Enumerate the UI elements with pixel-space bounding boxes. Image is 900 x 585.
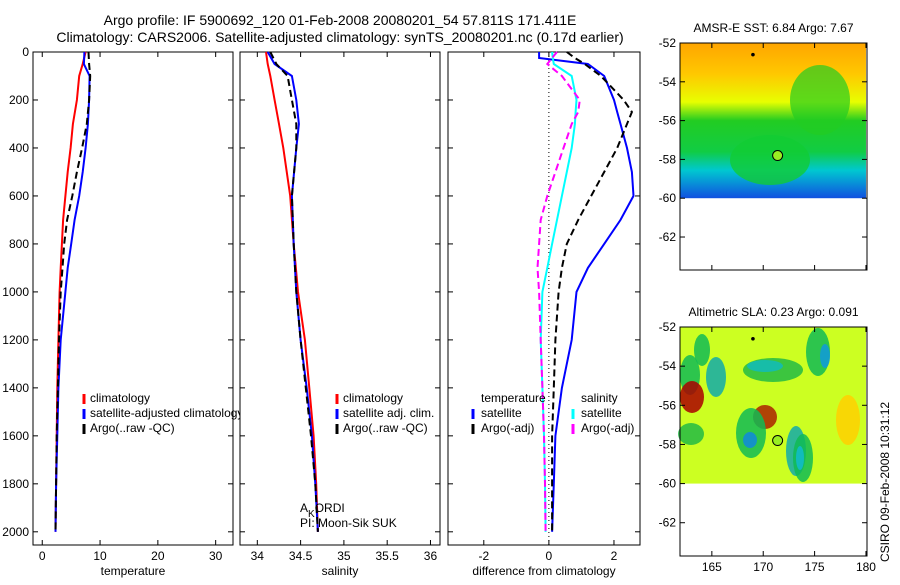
sla-anomaly-blob [836,395,860,445]
y-tick-label: 0 [22,45,29,59]
sla-anomaly-blob [680,381,704,413]
y-tick-label: 1600 [2,429,29,443]
legend-label: satellite [481,406,522,420]
plots-group: 0 10 20 30020040060080010001200140016001800… [2,21,876,578]
y-tick-label: 1400 [2,381,29,395]
map-frame [679,42,868,271]
y-tick-label: -56 [659,114,677,128]
legend-label: climatology [343,391,403,405]
sla-map-panel: Altimetric SLA: 0.23 Argo: 0.091 165 170 17… [659,305,877,574]
argo-location-marker [772,435,784,447]
legend-heading-temperature: temperature [481,391,546,405]
series-line-satellite-adj-clim- [266,51,319,532]
legend-label: Argo(-adj) [481,421,534,435]
sla-anomaly-blob [820,344,830,368]
y-tick-label: 200 [9,93,29,107]
legend-label: satellite adj. clim. [343,406,434,420]
x-tick-label: 2 [611,549,618,563]
profile-panel-2: 34 34.5 35 35.5 36 salinity climatologysatelli… [239,51,441,578]
title-line-2: Climatology: CARS2006. Satellite-adjuste… [56,29,623,45]
argo-location-marker [772,150,784,162]
series-line-argo-raw-qc- [54,51,92,532]
legend-heading-salinity: salinity [581,391,618,405]
pi-label: PI: Moon-Sik SUK [300,516,397,530]
x-tick-label: 0 [546,549,553,563]
y-tick-label: 1000 [2,285,29,299]
plot-frame [32,51,234,546]
credit-label: CSIRO 09-Feb-2008 10:31:12 [878,402,892,562]
legend-label: Argo(..raw -QC) [343,421,428,435]
y-tick-label: -58 [659,152,677,166]
legend-label: satellite [581,406,622,420]
series-line-argo-raw-qc- [269,51,319,532]
sst-map-panel: AMSR-E SST: 6.84 Argo: 7.67 -52 -54 -56 -58 -… [659,21,868,271]
y-tick-label: -56 [659,398,677,412]
legend-label: Argo(..raw -QC) [90,421,175,435]
sla-anomaly-blob [694,334,710,366]
plot-frame [239,51,441,546]
y-tick-label: 600 [9,189,29,203]
map-title: Altimetric SLA: 0.23 Argo: 0.091 [688,305,858,319]
series-line-salinity-satellite [539,51,578,532]
x-tick-label: 34.5 [289,549,313,563]
y-tick-label: -58 [659,437,677,451]
x-tick-label: -2 [478,549,489,563]
sla-anomaly-blob [706,357,726,397]
x-tick-label: 35 [337,549,351,563]
title-line-1: Argo profile: IF 5900692_120 01-Feb-2008… [104,12,577,28]
y-tick-label: 1800 [2,477,29,491]
profile-panel-1: 0 10 20 30 0 200 400 600 800 1000 1200 1400 1600 1800… [2,45,243,578]
agency-label: AKORDI [300,501,345,520]
legend-label: climatology [90,391,150,405]
x-axis-label: temperature [101,564,166,578]
y-tick-label: 1200 [2,333,29,347]
x-tick-label: 175 [805,560,825,574]
sla-field [680,327,866,484]
x-tick-label: 10 [93,549,107,563]
x-tick-label: 35.5 [376,549,400,563]
map-title: AMSR-E SST: 6.84 Argo: 7.67 [693,21,853,35]
sla-anomaly-blob [796,446,804,470]
sla-anomaly-blob [747,360,783,372]
sst-green-patch [790,65,850,135]
x-tick-label: 0 [39,549,46,563]
x-tick-label: 20 [151,549,165,563]
legend-label: Argo(-adj) [581,421,634,435]
series-line-temperature-argo-adj- [551,51,634,532]
agency-rest: ORDI [315,501,345,515]
legend-label: satellite-adjusted climatology [90,406,243,420]
agency-main: A [300,501,308,515]
x-axis-label: difference from climatology [472,564,615,578]
x-tick-label: 180 [856,560,876,574]
previous-location-marker [751,336,755,341]
y-tick-label: -54 [659,359,677,373]
sla-anomaly-blob [678,423,704,445]
y-tick-label: -52 [659,320,677,334]
y-tick-label: 400 [9,141,29,155]
x-tick-label: 30 [209,549,223,563]
y-tick-label: -62 [659,230,677,244]
series-line-salinity-argo-adj- [536,51,581,532]
previous-location-marker [751,52,755,57]
x-tick-label: 170 [753,560,773,574]
y-tick-label: -52 [659,36,677,50]
y-tick-label: -60 [659,191,677,205]
sst-warm-tongue [730,135,810,185]
y-tick-label: -62 [659,516,677,530]
map-frame [679,326,868,557]
y-tick-label: 2000 [2,525,29,539]
y-tick-label: -60 [659,477,677,491]
series-line-temperature-satellite [538,52,635,532]
agency-sub: K [308,509,315,520]
x-tick-label: 34 [251,549,265,563]
y-tick-label: -54 [659,75,677,89]
y-tick-label: 800 [9,237,29,251]
x-tick-label: 165 [702,560,722,574]
x-tick-label: 36 [424,549,438,563]
x-axis-label: salinity [322,564,359,578]
sla-anomaly-blob [743,432,757,448]
